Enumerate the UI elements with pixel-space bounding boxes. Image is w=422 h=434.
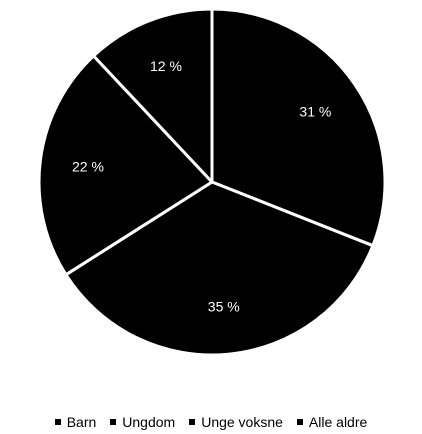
data-label-barn: 31 % <box>299 104 331 120</box>
legend-item-alle-aldre: Alle aldre <box>296 414 368 430</box>
legend-swatch-ungdom <box>110 419 117 425</box>
data-label-unge-voksne: 22 % <box>72 158 104 174</box>
legend: Barn Ungdom Unge voksne Alle aldre <box>0 413 422 431</box>
legend-label-alle-aldre: Alle aldre <box>308 414 368 430</box>
legend-swatch-alle-aldre <box>296 419 303 425</box>
legend-swatch-unge-voksne <box>189 419 196 425</box>
data-label-ungdom: 35 % <box>208 298 240 314</box>
pie-slice-barn <box>210 7 387 248</box>
legend-item-unge-voksne: Unge voksne <box>189 414 283 430</box>
pie-slice-ungdom <box>64 180 375 357</box>
legend-label-barn: Barn <box>66 414 97 430</box>
legend-label-unge-voksne: Unge voksne <box>201 414 283 430</box>
pie-chart: 31 % 35 % 22 % 12 % <box>37 7 387 357</box>
legend-swatch-barn <box>54 419 61 425</box>
pie-slice-unge-voksne <box>37 54 214 277</box>
legend-label-ungdom: Ungdom <box>122 414 176 430</box>
data-label-alle-aldre: 12 % <box>150 58 182 74</box>
legend-item-ungdom: Ungdom <box>110 414 175 430</box>
legend-item-barn: Barn <box>54 414 97 430</box>
pie-slice-alle-aldre <box>92 7 214 184</box>
